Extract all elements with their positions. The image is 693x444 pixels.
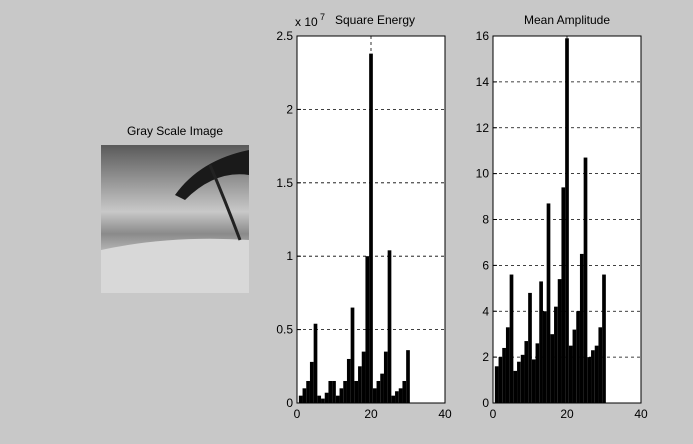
y-tick-label: 2 [286, 102, 293, 116]
bar [358, 366, 362, 403]
bar [365, 256, 370, 403]
bar [502, 347, 506, 403]
bar [387, 250, 392, 403]
bar [535, 343, 540, 403]
chart-title: Square Energy [335, 13, 415, 27]
y-tick-label: 6 [482, 258, 489, 272]
bar [587, 357, 592, 403]
bar [406, 350, 410, 403]
bar [561, 187, 566, 403]
bar [398, 388, 403, 403]
bar [528, 292, 532, 403]
bar [321, 398, 325, 403]
bar [572, 329, 577, 403]
bar [380, 373, 384, 403]
scale-label: x 10 [295, 15, 318, 29]
bar [306, 380, 310, 403]
bar [565, 38, 569, 403]
x-tick-label: 0 [490, 407, 497, 421]
bar [369, 53, 373, 404]
bar [324, 392, 329, 403]
bar [376, 380, 381, 403]
bar [602, 274, 606, 403]
bar [309, 361, 314, 403]
image-title: Gray Scale Image [127, 124, 223, 138]
bar [339, 388, 344, 403]
y-tick-label: 2.5 [276, 29, 293, 43]
bar [539, 281, 543, 403]
bar [579, 253, 584, 403]
bar [542, 311, 547, 403]
y-tick-label: 8 [482, 213, 489, 227]
bar [317, 395, 322, 403]
bar [328, 380, 333, 403]
gray-image [101, 145, 249, 293]
bar [354, 380, 359, 403]
bar [350, 307, 355, 403]
x-tick-label: 20 [560, 407, 574, 421]
x-tick-label: 40 [634, 407, 648, 421]
bar [554, 306, 558, 403]
bar [498, 357, 503, 403]
bar [598, 327, 603, 403]
bar [361, 351, 366, 403]
bar [524, 341, 529, 403]
x-tick-label: 20 [364, 407, 378, 421]
y-tick-label: 12 [476, 121, 490, 135]
y-tick-label: 1 [286, 249, 293, 263]
bar [594, 345, 599, 403]
bar [313, 323, 318, 403]
bar [391, 395, 396, 403]
bar [343, 380, 347, 403]
bar [576, 311, 580, 403]
bar [568, 345, 573, 403]
axes-box [492, 35, 642, 404]
bar [583, 157, 588, 403]
y-tick-label: 14 [476, 75, 490, 89]
bar [591, 350, 595, 403]
bar [346, 358, 351, 403]
bar [505, 327, 510, 403]
bar [494, 366, 499, 403]
scale-exponent: 7 [320, 12, 325, 22]
y-tick-label: 1.5 [276, 176, 293, 190]
y-tick-label: 2 [482, 350, 489, 364]
bar [402, 380, 407, 403]
bar [302, 388, 307, 403]
bar [372, 388, 377, 403]
bar [332, 380, 336, 403]
y-tick-label: 0.5 [276, 323, 293, 337]
bar [546, 203, 551, 403]
x-tick-label: 40 [438, 407, 452, 421]
bar [298, 395, 303, 403]
y-tick-label: 10 [476, 167, 490, 181]
x-tick-label: 0 [294, 407, 301, 421]
bar [395, 391, 399, 403]
bar [531, 359, 536, 403]
bar [520, 354, 525, 403]
bar [335, 395, 340, 403]
chart-title: Mean Amplitude [524, 13, 610, 27]
bar [383, 351, 388, 403]
y-tick-label: 16 [476, 29, 490, 43]
bar [550, 334, 555, 403]
bar [557, 279, 562, 403]
y-tick-label: 0 [286, 396, 293, 410]
bar [509, 274, 514, 403]
bar [513, 370, 518, 403]
y-tick-label: 0 [482, 396, 489, 410]
y-tick-label: 4 [482, 304, 489, 318]
bar [517, 361, 521, 403]
